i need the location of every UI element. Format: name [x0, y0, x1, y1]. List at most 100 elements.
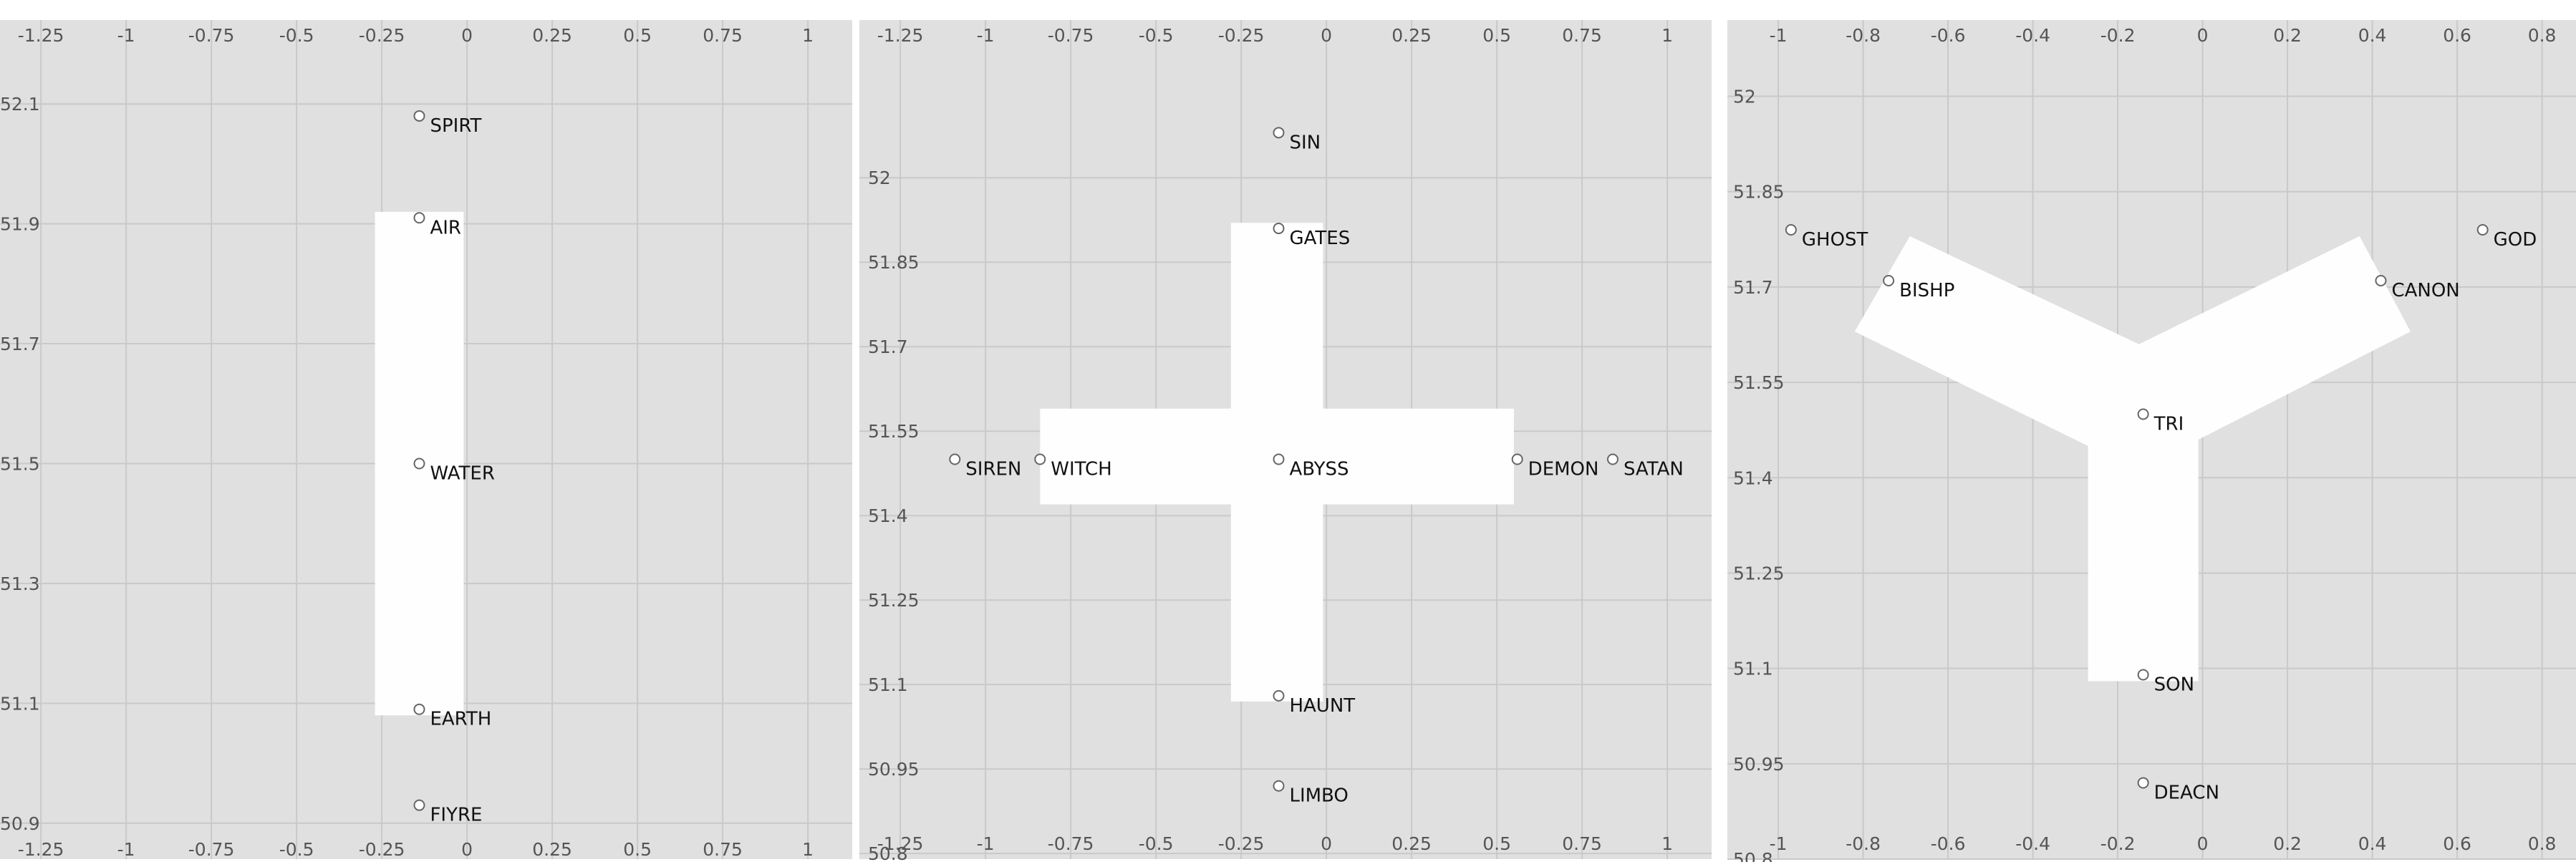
point-label: LIMBO	[1289, 785, 1348, 807]
x-tick-label-top: 1	[802, 25, 814, 46]
point-marker[interactable]	[1883, 275, 1895, 287]
x-tick-label-top: -1	[1770, 25, 1788, 46]
point-marker[interactable]	[1273, 780, 1285, 792]
point-label: WATER	[430, 463, 494, 484]
y-tick-label: 51.5	[0, 453, 40, 474]
x-tick-label-bottom: -1	[977, 833, 995, 854]
point-marker[interactable]	[1273, 689, 1285, 702]
chart-panel-1: -1.25 -1.25 -1 -1 -0.75 -0.75 -0.5 -0.5 -0.25 -0.…	[0, 20, 852, 860]
point-label: DEMON	[1528, 459, 1599, 480]
y-tick-label: 52	[1733, 87, 1756, 107]
x-tick-label-top: 0.25	[1391, 25, 1432, 46]
y-tick-label: 51.7	[868, 336, 908, 357]
point-marker[interactable]	[2137, 669, 2149, 681]
point-marker[interactable]	[1273, 127, 1285, 139]
x-tick-label-top: 1	[1661, 25, 1673, 46]
y-tick-label: 51.25	[1733, 563, 1785, 583]
x-tick-label-bottom: 0.25	[1391, 833, 1432, 854]
point-label: SIN	[1289, 132, 1321, 153]
y-tick-label: 51.85	[1733, 182, 1785, 203]
point-label: GOD	[2494, 229, 2537, 251]
point-marker[interactable]	[1785, 224, 1797, 236]
x-tick-label-bottom: 1	[802, 839, 814, 860]
point-label: SON	[2154, 674, 2194, 696]
point-label: ABYSS	[1289, 459, 1349, 480]
x-tick-label-bottom: -1.25	[877, 833, 924, 854]
y-tick-label: 51.3	[0, 573, 40, 594]
y-tick-label: 51.25	[868, 590, 920, 611]
x-tick-label-top: -0.6	[1931, 25, 1966, 46]
x-tick-label-top: 0.75	[703, 25, 743, 46]
point-marker[interactable]	[1273, 453, 1285, 465]
x-tick-label-bottom: 0.75	[703, 839, 743, 860]
y-tick-label: 50.9	[0, 813, 40, 834]
x-tick-label-top: -0.25	[359, 25, 405, 46]
x-tick-label-top: 0.75	[1562, 25, 1602, 46]
point-label: GHOST	[1802, 229, 1868, 251]
point-marker[interactable]	[1273, 223, 1285, 235]
point-marker[interactable]	[413, 457, 425, 470]
x-tick-label-bottom: 0.2	[2273, 833, 2302, 854]
y-tick-label: 51.55	[1733, 372, 1785, 393]
point-label: SPIRT	[430, 115, 481, 137]
x-tick-label-top: 0	[1321, 25, 1332, 46]
point-marker[interactable]	[1606, 453, 1619, 465]
x-tick-label-top: -1	[117, 25, 135, 46]
x-tick-label-bottom: -0.75	[188, 839, 235, 860]
point-label: SIREN	[965, 459, 1021, 480]
x-tick-label-bottom: -0.5	[279, 839, 314, 860]
point-label: EARTH	[430, 709, 491, 730]
y-tick-label: 51.1	[868, 674, 908, 695]
x-tick-label-bottom: -0.25	[359, 839, 405, 860]
x-tick-label-top: -0.5	[1139, 25, 1174, 46]
x-tick-label-top: 0.2	[2273, 25, 2302, 46]
point-marker[interactable]	[2137, 777, 2149, 789]
y-tick-label: 50.95	[1733, 754, 1785, 775]
highlight-shape	[1854, 236, 2411, 682]
x-tick-label-top: 0.25	[532, 25, 572, 46]
x-tick-label-bottom: -1.25	[18, 839, 64, 860]
x-tick-label-top: -0.2	[2100, 25, 2136, 46]
x-tick-label-top: -1.25	[18, 25, 64, 46]
point-marker[interactable]	[413, 799, 425, 811]
y-tick-label: 51.85	[868, 252, 920, 273]
x-tick-label-bottom: -1	[1770, 833, 1788, 854]
y-tick-label: 52	[868, 168, 891, 188]
point-marker[interactable]	[1034, 453, 1046, 465]
x-tick-label-top: -0.75	[1048, 25, 1094, 46]
x-tick-label-bottom: 1	[1661, 833, 1673, 854]
point-label: HAUNT	[1289, 695, 1355, 717]
point-marker[interactable]	[413, 110, 425, 122]
point-marker[interactable]	[413, 212, 425, 224]
y-tick-label: 52.1	[0, 94, 40, 115]
point-label: BISHP	[1899, 280, 1954, 301]
x-tick-label-bottom: 0.5	[623, 839, 652, 860]
point-marker[interactable]	[1511, 453, 1523, 465]
point-marker[interactable]	[2476, 224, 2489, 236]
y-tick-label: 51.4	[868, 505, 908, 526]
point-marker[interactable]	[2137, 408, 2149, 420]
y-tick-label: 51.7	[1733, 277, 1773, 298]
y-tick-label: 51.4	[1733, 468, 1773, 488]
x-tick-label-bottom: -0.5	[1139, 833, 1174, 854]
point-label: AIR	[430, 217, 461, 238]
x-tick-label-bottom: 0.4	[2358, 833, 2387, 854]
y-tick-label: 51.9	[0, 214, 40, 235]
point-marker[interactable]	[2375, 275, 2387, 287]
x-tick-label-bottom: 0	[1321, 833, 1332, 854]
point-label: CANON	[2391, 280, 2459, 301]
x-tick-label-top: 0.5	[1482, 25, 1511, 46]
x-tick-label-top: 0.5	[623, 25, 652, 46]
point-marker[interactable]	[949, 453, 961, 465]
chart-panel-2: -1.25 -1.25 -1 -1 -0.75 -0.75 -0.5 -0.5 -0.25 -0.…	[859, 20, 1712, 862]
x-tick-label-bottom: 0.25	[532, 839, 572, 860]
x-tick-label-bottom: 0.5	[1482, 833, 1511, 854]
x-tick-label-top: -1.25	[877, 25, 924, 46]
point-marker[interactable]	[413, 703, 425, 715]
x-tick-label-top: 0.6	[2443, 25, 2471, 46]
x-tick-label-top: -0.8	[1846, 25, 1881, 46]
x-tick-label-top: -0.4	[2015, 25, 2050, 46]
x-tick-label-top: -0.75	[188, 25, 235, 46]
chart-panel-3: -1 -1 -0.8 -0.8 -0.6 -0.6 -0.4 -0.4 -0.2 -0.2 0 0 0.…	[1727, 20, 2576, 862]
